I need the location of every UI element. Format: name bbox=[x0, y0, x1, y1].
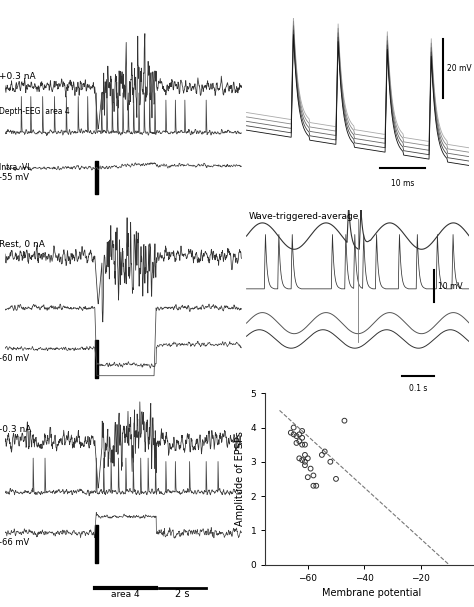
Point bbox=[312, 481, 320, 490]
Point bbox=[298, 433, 306, 443]
Point bbox=[295, 430, 303, 439]
Point bbox=[298, 426, 306, 436]
Point bbox=[307, 464, 314, 473]
Point bbox=[295, 436, 303, 446]
X-axis label: Membrane potential: Membrane potential bbox=[322, 588, 421, 598]
Point bbox=[310, 481, 317, 490]
Text: -60 mV: -60 mV bbox=[0, 354, 29, 363]
Text: 2 s: 2 s bbox=[175, 589, 190, 599]
Point bbox=[292, 431, 300, 441]
Point bbox=[290, 430, 298, 439]
Point bbox=[318, 450, 326, 459]
Text: Rest, 0 nA: Rest, 0 nA bbox=[0, 240, 46, 249]
Y-axis label: Amplitude of EPSPs: Amplitude of EPSPs bbox=[235, 432, 245, 526]
Point bbox=[321, 447, 328, 456]
Point bbox=[290, 422, 298, 432]
Point bbox=[301, 457, 309, 467]
Text: Intra  VL: Intra VL bbox=[0, 163, 32, 172]
Point bbox=[332, 474, 340, 484]
Text: Wave-triggered-average: Wave-triggered-average bbox=[249, 212, 359, 222]
Text: 10 ms: 10 ms bbox=[391, 179, 414, 188]
Point bbox=[301, 440, 309, 450]
Point bbox=[341, 416, 348, 426]
Point bbox=[298, 455, 306, 465]
Point bbox=[292, 438, 300, 448]
Point bbox=[327, 457, 334, 467]
Point bbox=[287, 428, 295, 438]
Text: Depth-EEG  area 4: Depth-EEG area 4 bbox=[0, 107, 70, 115]
Point bbox=[295, 453, 303, 463]
Text: area 4: area 4 bbox=[111, 590, 140, 599]
Point bbox=[301, 460, 309, 470]
Text: +0.3 nA: +0.3 nA bbox=[0, 72, 36, 81]
Point bbox=[304, 453, 311, 463]
Point bbox=[301, 450, 309, 459]
Point bbox=[304, 472, 311, 482]
Point bbox=[310, 470, 317, 480]
Text: -0.3 nA: -0.3 nA bbox=[0, 425, 32, 434]
Text: 10 mV: 10 mV bbox=[438, 282, 463, 291]
Point bbox=[298, 440, 306, 450]
Text: -55 mV: -55 mV bbox=[0, 173, 29, 182]
Text: 20 mV: 20 mV bbox=[447, 64, 472, 73]
Text: 0.1 s: 0.1 s bbox=[409, 384, 427, 393]
Text: -66 mV: -66 mV bbox=[0, 538, 30, 547]
